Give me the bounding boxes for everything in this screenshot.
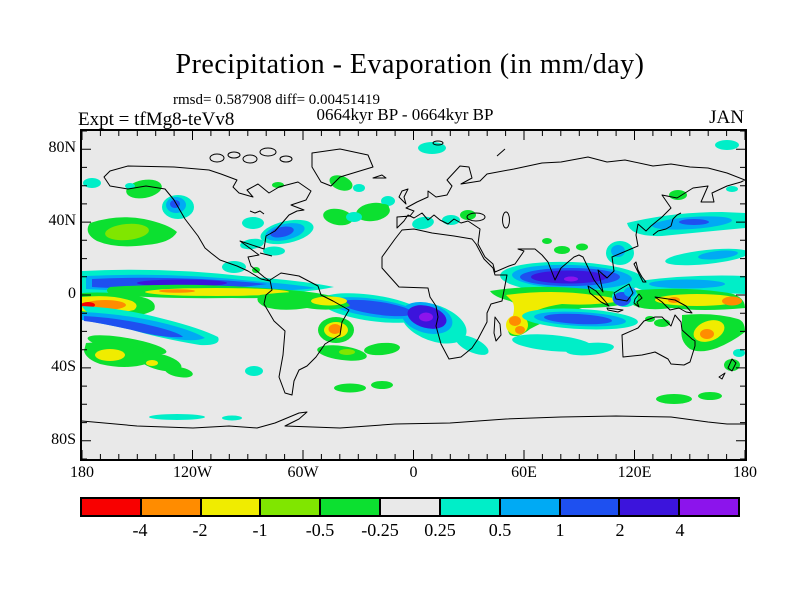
arctic-island-outline	[259, 147, 277, 157]
colorbar-segment	[82, 499, 142, 515]
lon-tick-label: 120W	[172, 464, 213, 481]
antarctica-coastline	[82, 411, 745, 429]
japan-coastline	[652, 212, 682, 236]
uk-coastline	[398, 188, 409, 205]
colorbar-level-label: 0.5	[488, 520, 512, 540]
africa-coastline	[381, 228, 508, 360]
colorbar	[80, 497, 740, 517]
iceland-coastline	[372, 174, 387, 179]
colorbar-level-label: 1	[555, 520, 565, 540]
arctic-island-outline	[209, 153, 225, 163]
plot-title: Precipitation - Evaporation (in mm/day)	[175, 49, 645, 80]
arctic-island-outline	[227, 151, 241, 159]
colorbar-level-label: 4	[675, 520, 685, 540]
comparison-period-label: 0664kyr BP - 0664kyr BP	[316, 105, 494, 124]
colorbar-level-label: -2	[192, 520, 208, 540]
colorbar-segment	[500, 499, 561, 515]
lon-tick-label: 0	[409, 464, 418, 481]
lat-tick-label: 0	[68, 285, 76, 302]
caspian-sea-outline	[502, 211, 510, 229]
experiment-label: Expt = tfMg8-teVv8	[78, 109, 235, 130]
arctic-island-outline	[279, 155, 293, 163]
lon-tick-label: 60E	[511, 464, 537, 481]
month-label: JAN	[709, 107, 744, 128]
lat-tick-label: 80S	[51, 431, 76, 448]
rmsd-diff-stats: rmsd= 0.587908 diff= 0.00451419	[173, 92, 381, 108]
new-zealand-coastline	[718, 358, 737, 380]
colorbar-segment	[261, 499, 322, 515]
cuba-coastline	[259, 252, 273, 257]
australia-coastline	[621, 314, 696, 366]
colorbar-segment	[141, 499, 202, 515]
axis-ticks	[82, 131, 745, 459]
philippines-coastline	[633, 261, 647, 283]
world-anomaly-map	[82, 131, 745, 459]
colorbar-segment	[321, 499, 382, 515]
map-plot-area	[80, 129, 747, 461]
colorbar-segment	[620, 499, 681, 515]
lat-tick-label: 80N	[48, 139, 76, 156]
lat-tick-label: 40N	[48, 212, 76, 229]
lon-tick-label: 180	[70, 464, 94, 481]
colorbar-level-label: -4	[132, 520, 148, 540]
colorbar-level-label: -0.5	[305, 520, 335, 540]
colorbar-segment	[680, 499, 738, 515]
madagascar-coastline	[493, 316, 502, 342]
arctic-island-outline	[242, 154, 258, 164]
java-coastline	[606, 307, 624, 313]
novaya-zemlya-outline	[496, 148, 506, 157]
lon-tick-label: 60W	[287, 464, 319, 481]
tick-marks	[82, 131, 745, 459]
south-america-coastline	[263, 272, 350, 396]
colorbar-segment	[201, 499, 262, 515]
greenland-coastline	[311, 148, 374, 187]
borneo-coastline	[613, 283, 634, 302]
lat-tick-label: 40S	[51, 358, 76, 375]
new-guinea-coastline	[654, 296, 693, 314]
colorbar-segment	[440, 499, 501, 515]
colorbar-level-label: -1	[252, 520, 268, 540]
colorbar-segment	[381, 499, 441, 515]
colorbar-level-label: 2	[615, 520, 625, 540]
colorbar-level-label: -0.25	[361, 520, 399, 540]
great-lakes-outline	[249, 210, 265, 215]
colorbar-segment	[560, 499, 621, 515]
sulawesi-coastline	[633, 293, 643, 308]
coastlines	[82, 140, 745, 429]
anomaly-regions	[82, 140, 745, 421]
black-sea-outline	[466, 212, 486, 222]
colorbar-level-label: 0.25	[424, 520, 456, 540]
svalbard-outline	[432, 140, 444, 146]
lon-tick-label: 180	[733, 464, 757, 481]
sumatra-coastline	[587, 285, 610, 307]
lon-tick-label: 120E	[617, 464, 652, 481]
eurasia-coastline	[396, 156, 745, 293]
north-america-coastline	[103, 165, 312, 282]
